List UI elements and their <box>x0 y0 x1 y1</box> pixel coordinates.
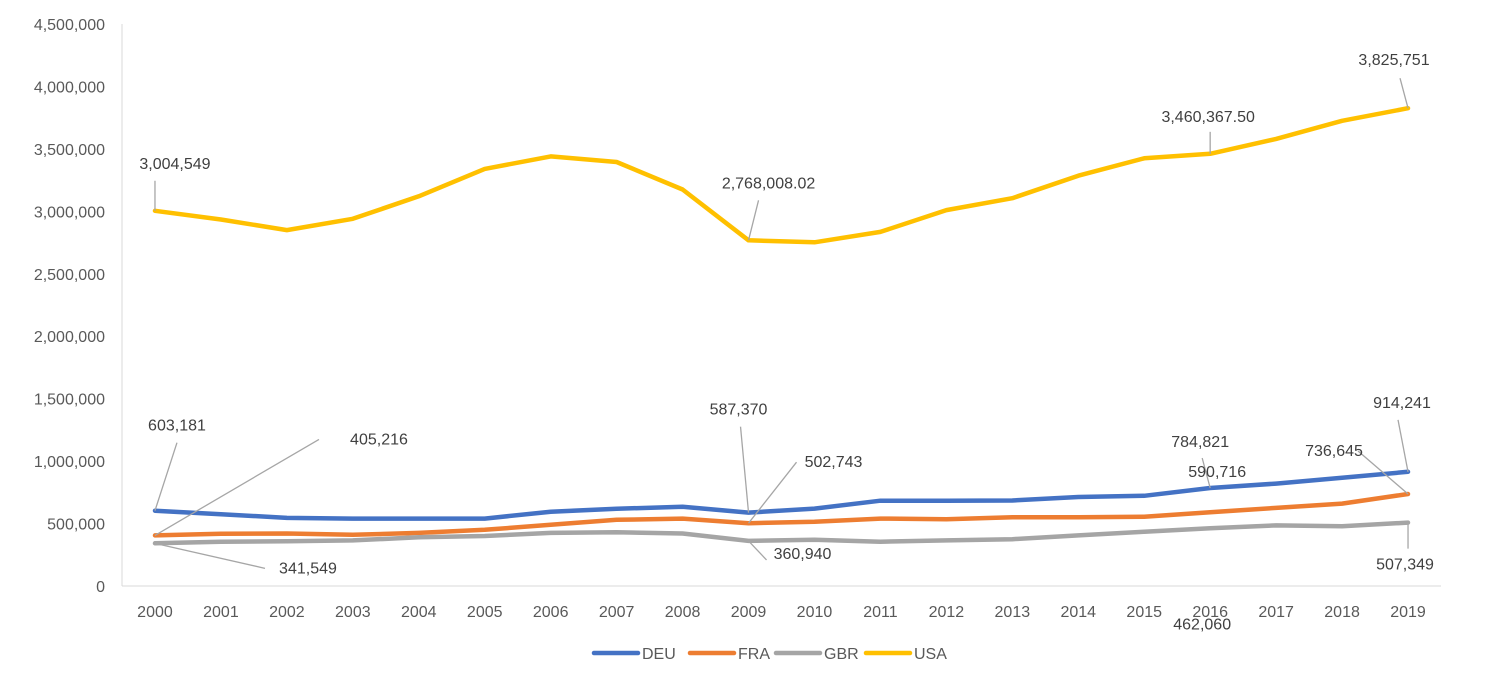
data-labels: 3,004,549 2,768,008.02 3,460,367.50 3,825,7… <box>139 52 1434 633</box>
x-tick-label: 2009 <box>731 604 767 621</box>
series-line-fra <box>152 491 1411 538</box>
legend-item-usa: USA <box>863 646 947 663</box>
data-label-gbr-2016: 462,060 <box>1173 616 1231 633</box>
x-tick-label: 2014 <box>1060 604 1096 621</box>
y-tick-label: 3,500,000 <box>34 142 105 159</box>
leader-line-deu-2009 <box>739 426 750 513</box>
x-tick-label: 2019 <box>1390 604 1426 621</box>
x-tick-label: 2010 <box>797 604 833 621</box>
x-tick-label: 2013 <box>995 604 1031 621</box>
data-label-deu-2009: 587,370 <box>710 402 768 419</box>
series-line-usa <box>152 105 1411 245</box>
legend-label-usa: USA <box>914 646 947 663</box>
x-tick-label: 2007 <box>599 604 635 621</box>
leader-line-fra-2009 <box>748 461 798 524</box>
data-label-fra-2016: 590,716 <box>1188 464 1246 481</box>
data-label-deu-2016: 784,821 <box>1171 434 1229 451</box>
axes: 0 500,000 1,000,000 1,500,000 2,000,000 2,500… <box>34 17 1441 621</box>
x-tick-label: 2015 <box>1126 604 1162 621</box>
leader-line-usa-2009 <box>747 200 760 241</box>
legend-item-gbr: GBR <box>773 646 859 663</box>
y-tick-label: 1,000,000 <box>34 454 105 471</box>
legend: DEU FRA GBR USA <box>591 646 947 663</box>
legend-item-deu: DEU <box>591 646 676 663</box>
data-label-usa-2016: 3,460,367.50 <box>1161 109 1255 126</box>
x-tick-label: 2002 <box>269 604 305 621</box>
leader-line-gbr-2009 <box>748 540 767 561</box>
x-tick-label: 2005 <box>467 604 503 621</box>
leader-line-usa-2019 <box>1399 78 1409 109</box>
legend-item-fra: FRA <box>687 646 770 663</box>
data-label-fra-2019: 736,645 <box>1305 443 1363 460</box>
data-label-usa-2019: 3,825,751 <box>1358 52 1429 69</box>
data-label-gbr-2019: 507,349 <box>1376 557 1434 574</box>
y-tick-label: 0 <box>96 579 105 596</box>
x-tick-label: 2012 <box>929 604 965 621</box>
series-line-gbr <box>152 520 1411 546</box>
data-label-deu-2019: 914,241 <box>1373 395 1431 412</box>
data-label-usa-2000: 3,004,549 <box>139 156 210 173</box>
y-tick-label: 2,500,000 <box>34 267 105 284</box>
x-tick-label: 2018 <box>1324 604 1360 621</box>
y-tick-label: 4,500,000 <box>34 17 105 34</box>
leader-line-fra-2019 <box>1357 450 1409 495</box>
data-label-fra-2009: 502,743 <box>805 454 863 471</box>
y-tick-label: 2,000,000 <box>34 329 105 346</box>
label-leader-lines <box>154 78 1409 569</box>
y-tick-label: 1,500,000 <box>34 392 105 409</box>
x-tick-label: 2017 <box>1258 604 1294 621</box>
x-tick-label: 2008 <box>665 604 701 621</box>
data-label-gbr-2009: 360,940 <box>774 546 832 563</box>
series-line-deu <box>152 469 1411 521</box>
y-tick-label: 500,000 <box>47 517 105 534</box>
x-tick-label: 2000 <box>137 604 173 621</box>
y-tick-label: 4,000,000 <box>34 79 105 96</box>
leader-line-deu-2000 <box>154 442 178 511</box>
x-tick-label: 2003 <box>335 604 371 621</box>
leader-line-deu-2019 <box>1397 419 1409 472</box>
leader-line-fra-2000 <box>154 438 320 536</box>
leader-line-gbr-2000 <box>154 542 266 569</box>
legend-label-gbr: GBR <box>824 646 859 663</box>
data-label-usa-2009: 2,768,008.02 <box>722 175 816 192</box>
y-tick-label: 3,000,000 <box>34 204 105 221</box>
data-label-fra-2000: 405,216 <box>350 431 408 448</box>
x-tick-label: 2011 <box>863 604 898 621</box>
legend-label-deu: DEU <box>642 646 676 663</box>
data-label-deu-2000: 603,181 <box>148 418 206 435</box>
leader-line-deu-2016 <box>1201 457 1211 489</box>
x-tick-label: 2006 <box>533 604 569 621</box>
x-tick-label: 2016 <box>1192 604 1228 621</box>
series-lines <box>152 105 1411 546</box>
x-tick-label: 2004 <box>401 604 437 621</box>
data-label-gbr-2000: 341,549 <box>279 560 337 577</box>
x-tick-label: 2001 <box>203 604 239 621</box>
legend-label-fra: FRA <box>738 646 770 663</box>
